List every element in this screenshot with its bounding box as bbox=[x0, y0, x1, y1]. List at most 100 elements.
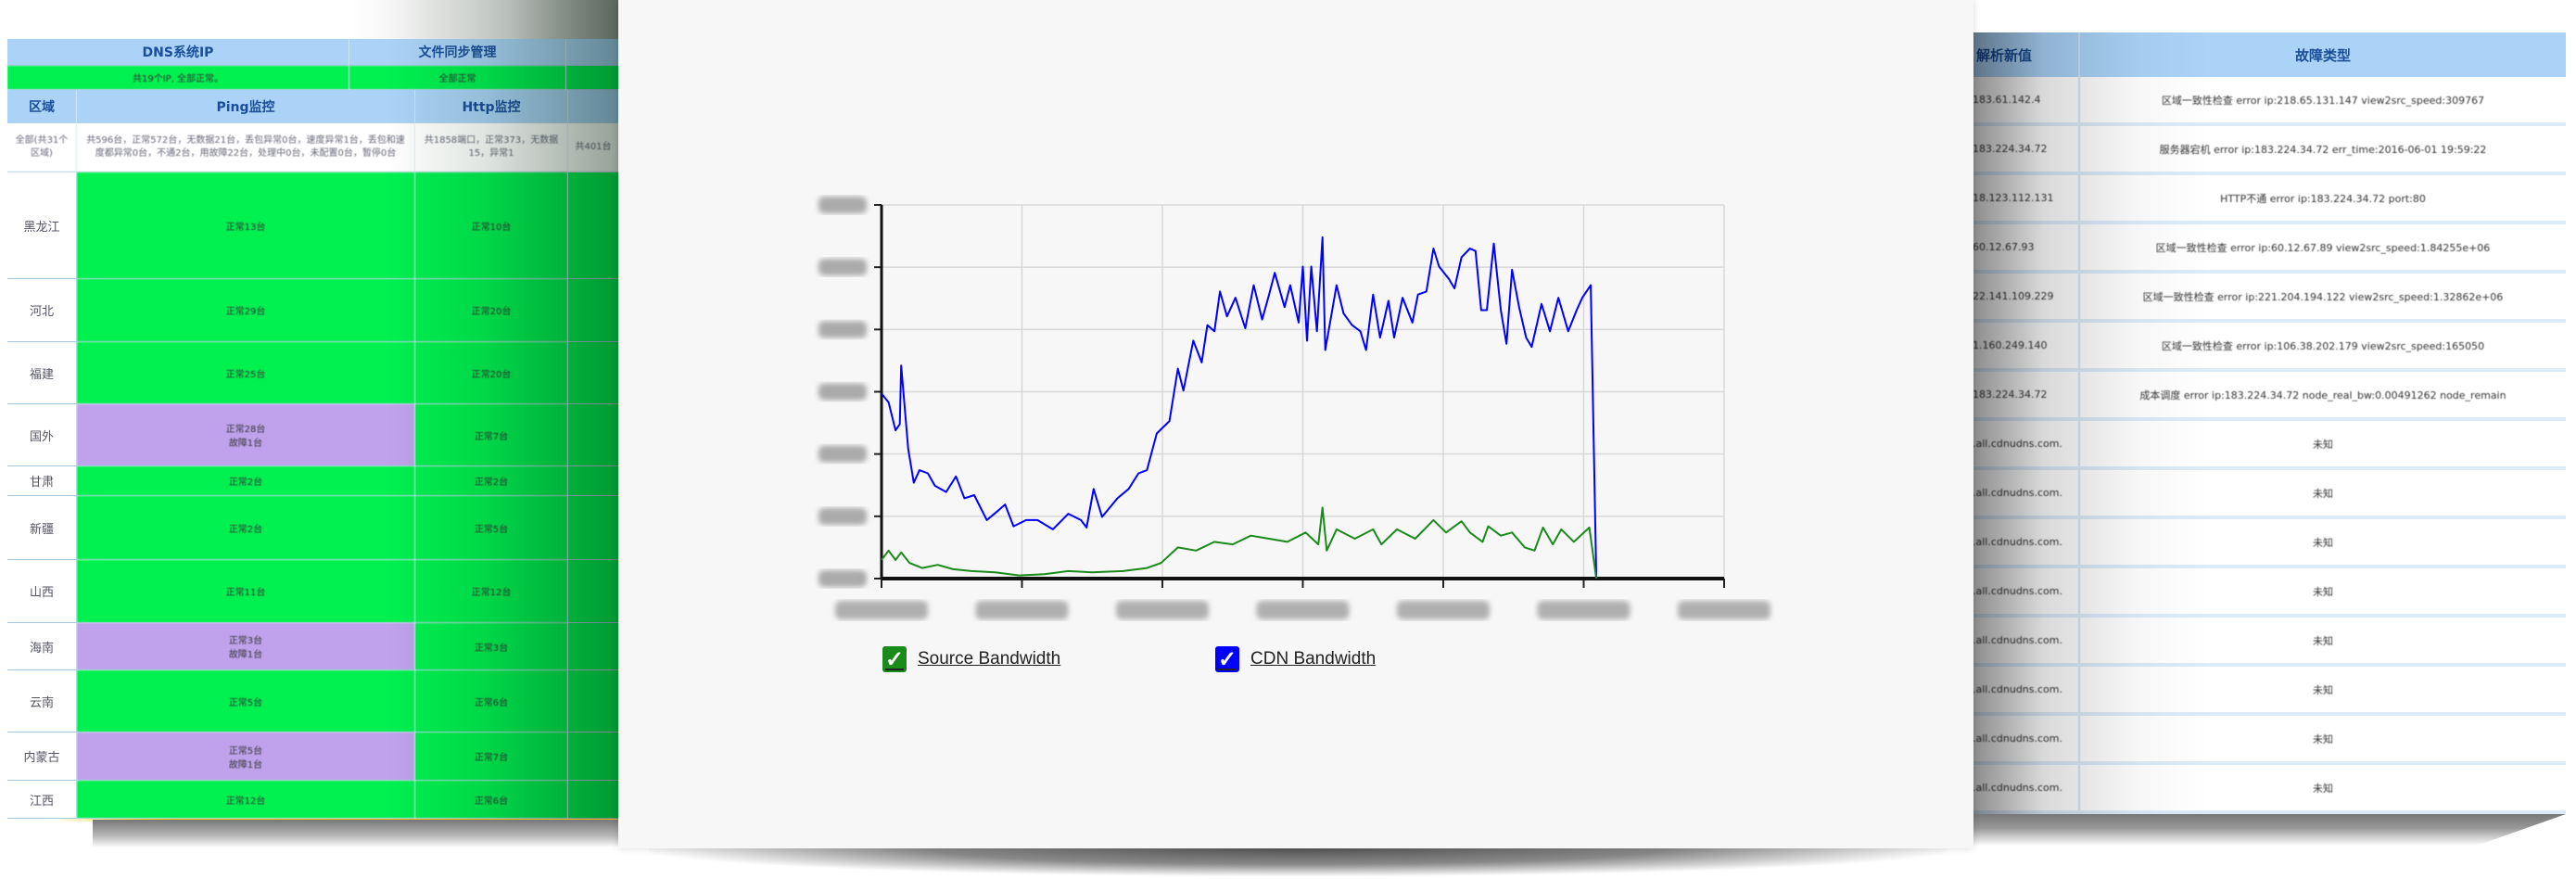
ping-status-cell: 正常29台 bbox=[77, 279, 415, 342]
extra-status-cell bbox=[568, 172, 619, 279]
panel-shadow bbox=[352, 0, 621, 39]
ping-status-text: 正常25台 bbox=[225, 369, 266, 380]
resolved-value: .all.cdnudns.com. bbox=[1973, 765, 2080, 810]
resolved-value: 60.12.67.93 bbox=[1973, 224, 2080, 270]
fault-type: 未知 bbox=[2313, 683, 2333, 696]
header-fault-type: 故障类型 bbox=[2078, 32, 2566, 77]
fault-row: 183.224.34.72 成本调度 error ip:183.224.34.72… bbox=[1973, 372, 2566, 421]
fault-type: 未知 bbox=[2313, 634, 2333, 647]
ping-status-cell: 正常11台 bbox=[77, 560, 415, 623]
ping-status-cell: 正常2台 bbox=[77, 496, 415, 560]
x-tick-label-blurred bbox=[835, 601, 928, 619]
resolved-value: 183.61.142.4 bbox=[1973, 77, 2080, 122]
extra-status-cell bbox=[568, 560, 619, 623]
ping-status-cell: 正常28台 故障1台 bbox=[77, 404, 415, 466]
http-status-cell: 正常5台 bbox=[415, 496, 568, 560]
checkbox-checked-icon[interactable]: ✓ bbox=[1215, 646, 1239, 672]
ping-status-cell: 正常2台 bbox=[77, 466, 415, 496]
ping-status-text: 正常29台 bbox=[225, 307, 266, 317]
fault-row: 18.123.112.131 HTTP不通 error ip:183.224.34… bbox=[1973, 175, 2566, 224]
series-line-cdn-bandwidth bbox=[881, 236, 1598, 580]
fault-type: HTTP不通 error ip:183.224.34.72 port:80 bbox=[2220, 192, 2426, 205]
x-tick-label-blurred bbox=[1537, 601, 1631, 619]
region-name: 黑龙江 bbox=[7, 172, 77, 279]
header-extra-2 bbox=[568, 90, 619, 123]
dns-ip-status: 共19个IP, 全部正常。 bbox=[7, 66, 349, 90]
resolved-value: 22.141.109.229 bbox=[1973, 274, 2080, 319]
fault-row: .all.cdnudns.com. 未知 bbox=[1973, 765, 2566, 814]
bandwidth-chart bbox=[818, 197, 1770, 619]
fault-row: .all.cdnudns.com. 未知 bbox=[1973, 519, 2566, 568]
fault-type: 成本调度 error ip:183.224.34.72 node_real_bw… bbox=[2139, 389, 2506, 401]
region-name: 国外 bbox=[7, 404, 77, 466]
header-ping: Ping监控 bbox=[77, 90, 415, 123]
legend-label: Source Bandwidth bbox=[918, 649, 1061, 669]
file-sync-status: 全部正常 bbox=[349, 66, 566, 90]
http-status-cell: 正常10台 bbox=[415, 172, 568, 279]
series-line-source-bandwidth bbox=[881, 506, 1598, 580]
resolved-value: .all.cdnudns.com. bbox=[1973, 470, 2080, 516]
region-name: 海南 bbox=[7, 623, 77, 670]
extra-status-cell bbox=[568, 670, 619, 732]
extra-status-cell bbox=[568, 732, 619, 781]
fault-row: 183.224.34.72 服务器宕机 error ip:183.224.34.7… bbox=[1973, 126, 2566, 175]
header-extra bbox=[566, 39, 619, 66]
y-tick-label-blurred bbox=[818, 321, 867, 338]
ping-status-text: 正常2台 bbox=[228, 478, 263, 488]
header-region: 区域 bbox=[7, 90, 77, 123]
legend-cdn-bandwidth[interactable]: ✓ CDN Bandwidth bbox=[1215, 646, 1376, 672]
x-tick-label-blurred bbox=[1678, 601, 1770, 619]
summary-region: 全部(共31个区域) bbox=[7, 123, 77, 172]
x-tick-label-blurred bbox=[1116, 601, 1209, 619]
extra-status-cell bbox=[568, 623, 619, 670]
legend-source-bandwidth[interactable]: ✓ Source Bandwidth bbox=[882, 646, 1060, 672]
resolved-value: .all.cdnudns.com. bbox=[1973, 716, 2080, 761]
header-resolved-value: 解析新值 bbox=[1973, 32, 2078, 77]
panel-shadow bbox=[1973, 814, 2566, 846]
ping-status-text: 正常13台 bbox=[225, 222, 266, 233]
y-tick-label-blurred bbox=[818, 507, 867, 525]
bandwidth-chart-panel: ✓ Source Bandwidth ✓ CDN Bandwidth bbox=[618, 0, 1973, 848]
fault-row: .all.cdnudns.com. 未知 bbox=[1973, 470, 2566, 519]
region-monitor-table: DNS系统IP 文件同步管理 共19个IP, 全部正常。 全部正常 区域 Pin… bbox=[7, 39, 619, 820]
http-status-cell: 正常3台 bbox=[415, 623, 568, 670]
region-name: 云南 bbox=[7, 670, 77, 732]
fault-row: 1.160.249.140 区域一致性检查 error ip:106.38.202… bbox=[1973, 323, 2566, 372]
y-tick-label-blurred bbox=[818, 259, 867, 276]
header-file-sync: 文件同步管理 bbox=[349, 39, 566, 66]
region-name: 甘肃 bbox=[7, 466, 77, 496]
ping-status-cell: 正常5台 故障1台 bbox=[77, 732, 415, 781]
region-name: 内蒙古 bbox=[7, 732, 77, 781]
fault-row: 22.141.109.229 区域一致性检查 error ip:221.204.1… bbox=[1973, 274, 2566, 323]
fault-row: 60.12.67.93 区域一致性检查 error ip:60.12.67.89 … bbox=[1973, 224, 2566, 274]
http-status-cell: 正常20台 bbox=[415, 279, 568, 342]
extra-status-cell bbox=[568, 404, 619, 466]
region-name: 福建 bbox=[7, 342, 77, 404]
header-dns-ip: DNS系统IP bbox=[7, 39, 349, 66]
http-status-cell: 正常20台 bbox=[415, 342, 568, 404]
x-tick-label-blurred bbox=[1397, 601, 1490, 619]
resolved-value: .all.cdnudns.com. bbox=[1973, 667, 2080, 712]
ping-status-text: 正常11台 bbox=[225, 588, 266, 598]
y-tick-label-blurred bbox=[818, 570, 867, 587]
ping-status-text: 故障1台 bbox=[228, 439, 263, 449]
resolved-value: 183.224.34.72 bbox=[1973, 372, 2080, 417]
checkbox-checked-icon[interactable]: ✓ bbox=[882, 646, 907, 672]
fault-row: .all.cdnudns.com. 未知 bbox=[1973, 716, 2566, 765]
fault-type: 区域一致性检查 error ip:218.65.131.147 view2src… bbox=[2161, 94, 2485, 107]
panel-shadow bbox=[649, 848, 1947, 876]
resolved-value: .all.cdnudns.com. bbox=[1973, 421, 2080, 466]
fault-type: 未知 bbox=[2313, 732, 2333, 745]
fault-row: .all.cdnudns.com. 未知 bbox=[1973, 421, 2566, 470]
legend-label: CDN Bandwidth bbox=[1250, 649, 1377, 669]
fault-row: 183.61.142.4 区域一致性检查 error ip:218.65.131.… bbox=[1973, 77, 2566, 126]
region-name: 江西 bbox=[7, 781, 77, 819]
summary-ping: 共596台，正常572台，无数据21台，丢包异常0台，速度异常1台，丢包和速度都… bbox=[77, 123, 415, 172]
ping-status-text: 正常5台 bbox=[228, 697, 263, 708]
http-status-cell: 正常6台 bbox=[415, 781, 568, 819]
panel-shadow bbox=[93, 820, 621, 847]
fault-type: 服务器宕机 error ip:183.224.34.72 err_time:20… bbox=[2159, 143, 2487, 156]
y-tick-label-blurred bbox=[818, 383, 867, 401]
ping-status-text: 故障1台 bbox=[228, 759, 263, 771]
ping-status-cell: 正常5台 bbox=[77, 670, 415, 732]
